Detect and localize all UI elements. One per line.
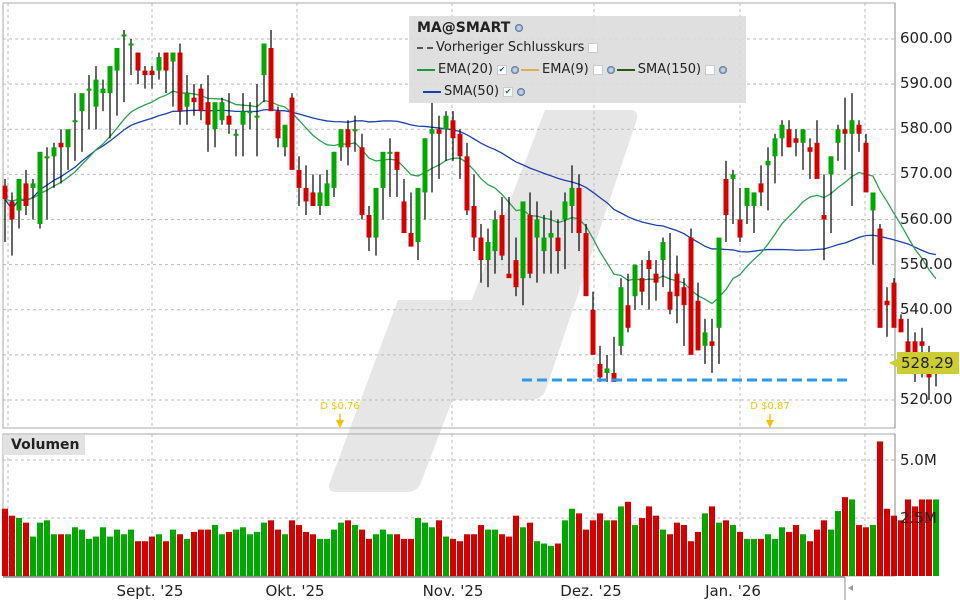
watermark-logo: [328, 110, 638, 492]
price-tick: 590.00: [900, 74, 953, 93]
price-tick: 570.00: [900, 164, 953, 183]
price-tick: 520.00: [900, 390, 953, 408]
sma50-checkbox[interactable]: ✔: [503, 86, 514, 97]
price-tick: 560.00: [900, 209, 953, 228]
dividend-arrow-2: [766, 414, 774, 428]
legend-prev-close: Vorheriger Schlusskurs: [417, 40, 602, 55]
legend-ma-row: EMA(20) ✔ EMA(9) SMA(150): [417, 62, 729, 77]
ema20-line: [4, 90, 937, 305]
volume-bars: [2, 441, 939, 576]
dividend-arrow-1: [336, 414, 344, 428]
sma50-settings-icon[interactable]: [517, 87, 526, 96]
price-tick: 550.00: [900, 254, 953, 273]
price-tick: 580.00: [900, 119, 953, 138]
ema9-checkbox[interactable]: [592, 64, 603, 75]
x-label-dez: Dez. '25: [560, 582, 622, 600]
price-tick: 540.00: [900, 299, 953, 318]
dashed-line-icon: [417, 46, 433, 49]
sma150-settings-icon[interactable]: [719, 65, 728, 74]
dividend-label-2: D $0.87: [750, 401, 790, 412]
dividend-label-1: D $0.76: [320, 401, 360, 412]
ema20-swatch-icon: [417, 68, 435, 71]
legend-sma50-row: SMA(50) ✔: [423, 84, 527, 99]
candlesticks: [2, 29, 939, 400]
ema9-swatch-icon: [521, 68, 540, 71]
x-label-sept: Sept. '25: [116, 582, 184, 600]
x-label-okt: Okt. '25: [265, 582, 325, 600]
volume-tick-2-5m: 2.5M: [900, 509, 937, 527]
scroll-arrow-icon[interactable]: [844, 577, 853, 600]
x-label-jan: Jan. '26: [705, 582, 761, 600]
volume-tick-5m: 5.0M: [900, 451, 937, 469]
ema9-settings-icon[interactable]: [606, 65, 615, 74]
sma150-checkbox[interactable]: [705, 64, 716, 75]
sma50-line: [4, 109, 937, 256]
current-price-tag: 528.29: [889, 352, 959, 374]
indicator-legend: MA@SMART Vorheriger Schlusskurs EMA(20) …: [409, 16, 746, 103]
settings-gear-icon[interactable]: [515, 24, 524, 32]
ema20-checkbox[interactable]: ✔: [497, 64, 508, 75]
legend-title: MA@SMART: [417, 20, 525, 36]
sma50-swatch-icon: [423, 90, 441, 93]
price-tick: 600.00: [900, 29, 953, 47]
ema20-settings-icon[interactable]: [511, 65, 520, 74]
volume-panel-label: Volumen: [3, 435, 85, 455]
x-label-nov: Nov. '25: [422, 582, 484, 600]
prev-close-checkbox[interactable]: [588, 42, 599, 53]
sma150-swatch-icon: [616, 68, 635, 71]
